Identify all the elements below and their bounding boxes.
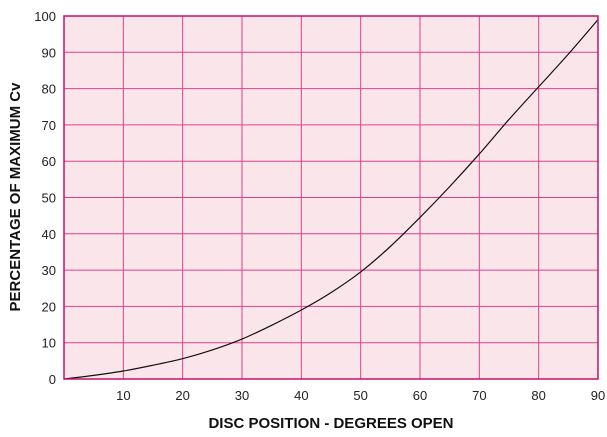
x-tick-label-30: 30: [235, 388, 249, 403]
y-tick-label-20: 20: [42, 299, 56, 314]
y-tick-label-60: 60: [42, 154, 56, 169]
y-axis-ticks: 0 10 20 30 40 50 60 70 80 90 100: [34, 9, 56, 387]
x-tick-label-70: 70: [472, 388, 486, 403]
x-axis-title: DISC POSITION - DEGREES OPEN: [208, 415, 453, 432]
x-tick-label-50: 50: [353, 388, 367, 403]
y-tick-label-80: 80: [42, 82, 56, 97]
x-axis-ticks: 10 20 30 40 50 60 70 80 90: [116, 388, 605, 403]
y-tick-label-100: 100: [34, 9, 56, 24]
x-tick-label-40: 40: [294, 388, 308, 403]
y-tick-label-90: 90: [42, 45, 56, 60]
y-tick-label-30: 30: [42, 263, 56, 278]
y-tick-label-50: 50: [42, 191, 56, 206]
series-line: [63, 19, 599, 380]
x-tick-label-80: 80: [531, 388, 545, 403]
x-tick-label-10: 10: [116, 388, 130, 403]
y-tick-label-40: 40: [42, 227, 56, 242]
y-axis-title: PERCENTAGE OF MAXIMUM Cv: [7, 82, 24, 312]
x-tick-label-60: 60: [413, 388, 427, 403]
y-tick-label-0: 0: [49, 372, 56, 387]
y-tick-label-10: 10: [42, 336, 56, 351]
plot-frame: [63, 15, 599, 380]
x-tick-label-20: 20: [175, 388, 189, 403]
x-tick-label-90: 90: [591, 388, 605, 403]
y-tick-label-70: 70: [42, 118, 56, 133]
